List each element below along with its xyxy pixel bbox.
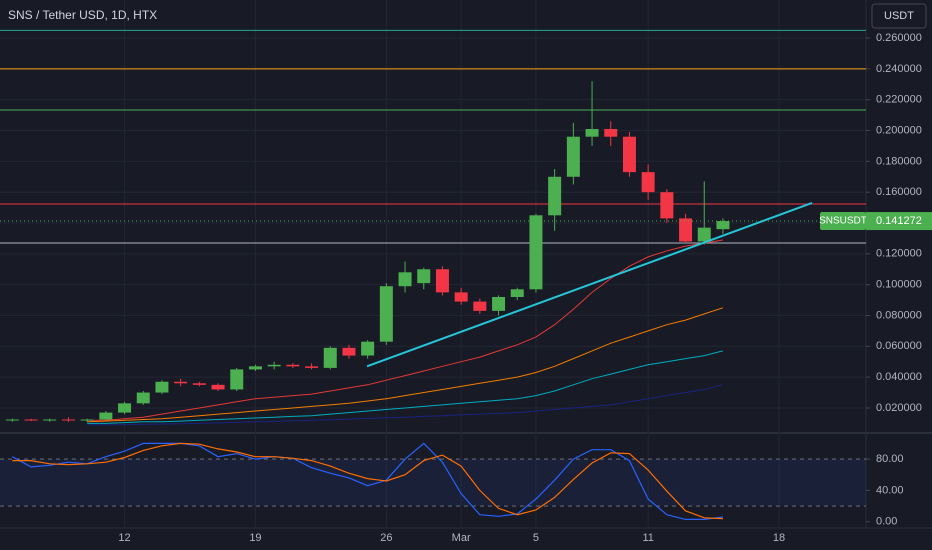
y-tick-label: 80.00 <box>876 453 904 465</box>
y-tick-label: 0.020000 <box>876 402 922 414</box>
candle-body <box>323 347 337 368</box>
candle-body <box>566 136 580 177</box>
candle-body <box>305 366 319 368</box>
trendline <box>366 202 813 368</box>
symbol-label: SNSUSDT <box>819 216 867 227</box>
x-tick-label: 5 <box>533 532 539 544</box>
candle-body <box>174 381 188 384</box>
y-tick-label: 0.100000 <box>876 279 922 291</box>
candle-body <box>43 419 57 421</box>
currency-label[interactable]: USDT <box>884 10 914 22</box>
candle-body <box>548 176 562 216</box>
candle-body <box>641 172 655 193</box>
candle-body <box>697 227 711 242</box>
candle-body <box>342 347 356 356</box>
candle-body <box>136 392 150 404</box>
price-tag <box>866 212 932 231</box>
candle-body <box>361 341 375 356</box>
candle-body <box>398 272 412 287</box>
y-tick-label: 0.160000 <box>876 186 922 198</box>
x-tick-label: 11 <box>642 532 653 544</box>
candle-body <box>118 403 132 413</box>
marks-layer <box>0 29 866 520</box>
candle-body <box>5 419 19 421</box>
x-tick-label: 26 <box>380 532 392 544</box>
oscillator-line <box>12 442 723 520</box>
moving-average <box>87 350 724 424</box>
y-tick-label: 0.260000 <box>876 32 922 44</box>
y-tick-label: 0.200000 <box>876 124 922 136</box>
x-tick-label: 12 <box>118 532 130 544</box>
candle-body <box>454 292 468 302</box>
x-tick-label: 18 <box>773 532 785 544</box>
x-tick-label: 19 <box>249 532 261 544</box>
candle-body <box>510 289 524 297</box>
candle-body <box>80 419 94 421</box>
y-tick-label: 40.00 <box>876 484 904 496</box>
candle-body <box>211 384 225 390</box>
candle-body <box>267 364 281 367</box>
band-fill <box>0 459 866 507</box>
candle-body <box>435 269 449 293</box>
chart-title: SNS / Tether USD, 1D, HTX <box>8 8 157 22</box>
y-tick-label: 0.240000 <box>876 63 922 75</box>
labels-layer: 12 19 26 Mar 5 11 18 0.020000 0.040000 0.060000 0.… <box>118 32 932 544</box>
symbol-tag <box>820 212 866 231</box>
y-tick-label: 0.220000 <box>876 94 922 106</box>
candle-body <box>155 381 169 393</box>
candle-body <box>473 301 487 311</box>
grid-layer <box>0 0 866 528</box>
candle-body <box>622 136 636 173</box>
candle-body <box>585 128 599 137</box>
candle-body <box>492 296 506 311</box>
candle-body <box>286 364 300 367</box>
moving-average <box>87 307 724 423</box>
candle-body <box>529 215 543 290</box>
candle-body <box>660 192 674 219</box>
price-label: 0.141272 <box>876 215 922 227</box>
y-tick-label: 0.040000 <box>876 371 922 383</box>
candle-body <box>192 383 206 385</box>
oscillator-line <box>12 442 723 520</box>
candle-body <box>248 366 262 370</box>
y-tick-label: 0.060000 <box>876 340 922 352</box>
candle-body <box>61 419 75 421</box>
candle-body <box>417 269 431 284</box>
candle-body <box>716 221 730 230</box>
x-tick-label: Mar <box>452 532 471 544</box>
candle-body <box>379 286 393 342</box>
y-tick-label: 0.180000 <box>876 155 922 167</box>
candle-body <box>230 369 244 390</box>
moving-average <box>87 384 724 426</box>
candle-body <box>679 218 693 242</box>
candle-body <box>99 412 113 420</box>
y-tick-label: 0.00 <box>876 516 897 528</box>
y-tick-label: 0.120000 <box>876 248 922 260</box>
candle-body <box>24 419 38 421</box>
candle-body <box>604 128 618 137</box>
y-tick-label: 0.080000 <box>876 309 922 321</box>
currency-box[interactable] <box>871 3 927 29</box>
